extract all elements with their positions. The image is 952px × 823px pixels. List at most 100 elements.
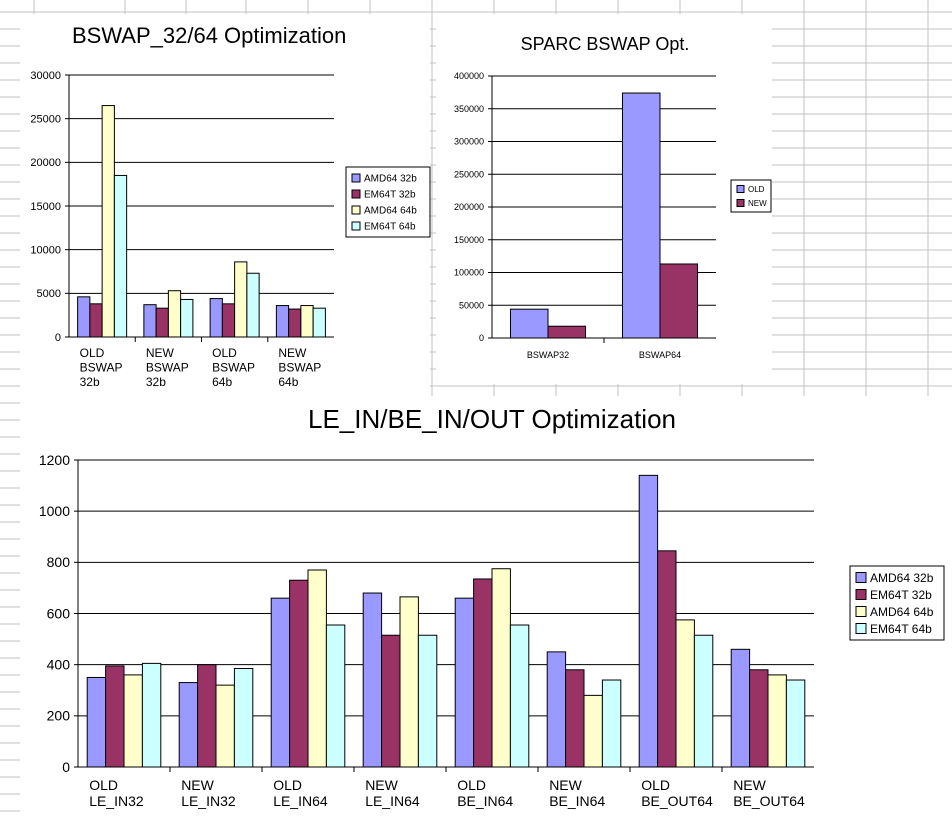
bar[interactable] [307, 569, 327, 768]
y-tick-label: 5000 [37, 288, 61, 300]
x-tick-label: NEW BE_OUT64 [733, 777, 805, 809]
bar[interactable] [312, 307, 326, 338]
y-tick-label: 25000 [30, 114, 61, 126]
bar[interactable] [417, 634, 438, 768]
bar[interactable] [123, 674, 143, 768]
x-tick-label: BSWAP32 [527, 350, 569, 360]
bar[interactable] [675, 619, 695, 768]
bar[interactable] [289, 579, 309, 768]
bar[interactable] [491, 568, 511, 768]
bar[interactable] [509, 624, 530, 768]
bar[interactable] [565, 669, 585, 768]
bar[interactable] [454, 597, 475, 768]
chart-title: SPARC BSWAP Opt. [521, 34, 690, 54]
y-tick-label: 350000 [454, 104, 484, 114]
legend-entry: EM64T 64b [364, 222, 416, 233]
legend-swatch [736, 185, 745, 193]
y-tick-label: 0 [55, 332, 61, 344]
legend-entry: AMD64 32b [364, 174, 417, 185]
legend-swatch [855, 623, 867, 634]
bar[interactable] [381, 634, 401, 768]
bar[interactable] [749, 669, 769, 768]
x-tick-label: NEW LE_IN64 [365, 777, 420, 809]
bar[interactable] [767, 674, 787, 768]
y-tick-label: 10000 [30, 245, 61, 257]
y-tick-label: 200000 [454, 202, 484, 212]
legend-swatch [351, 221, 361, 231]
legend-swatch [855, 572, 867, 583]
legend-entry: EM64T 32b [364, 190, 416, 201]
y-tick-label: 800 [47, 554, 71, 570]
legend-swatch [351, 189, 361, 199]
bar[interactable] [659, 263, 699, 339]
y-tick-label: 20000 [30, 157, 61, 169]
bar[interactable] [693, 634, 714, 768]
bar[interactable] [246, 272, 260, 338]
bar[interactable] [362, 592, 383, 768]
x-tick-label: NEW LE_IN32 [181, 777, 236, 809]
y-tick-label: 150000 [454, 235, 484, 245]
bar[interactable] [785, 679, 806, 768]
bar[interactable] [399, 596, 419, 768]
y-tick-label: 400 [47, 657, 71, 673]
legend-entry: NEW [748, 199, 767, 208]
chart-title: LE_IN/BE_IN/OUT Optimization [308, 404, 676, 434]
bar[interactable] [473, 578, 493, 768]
legend-entry: OLD [748, 185, 765, 194]
y-tick-label: 250000 [454, 169, 484, 179]
bar[interactable] [325, 624, 346, 768]
bar[interactable] [178, 682, 199, 768]
bar[interactable] [621, 92, 661, 339]
legend-swatch [855, 589, 867, 600]
y-tick-label: 1000 [39, 503, 70, 519]
legend-entry: EM64T 64b [870, 622, 932, 636]
bar[interactable] [657, 550, 677, 768]
y-tick-label: 300000 [454, 137, 484, 147]
legend-entry: EM64T 32b [870, 588, 932, 602]
y-tick-label: 200 [47, 708, 71, 724]
bar[interactable] [638, 474, 659, 768]
y-tick-label: 0 [62, 759, 70, 775]
bar[interactable] [546, 651, 567, 768]
y-tick-label: 30000 [30, 70, 61, 82]
x-tick-label: OLD BE_OUT64 [641, 777, 713, 809]
x-tick-label: OLD BSWAP 64b [212, 346, 255, 389]
bar[interactable] [509, 308, 549, 339]
x-tick-label: OLD LE_IN32 [89, 777, 144, 809]
bar[interactable] [547, 325, 587, 339]
x-tick-label: OLD BE_IN64 [457, 777, 513, 809]
bar[interactable] [86, 676, 107, 768]
bar[interactable] [233, 668, 254, 768]
x-tick-label: NEW BSWAP 32b [146, 346, 189, 389]
legend-swatch [736, 199, 745, 207]
legend-swatch [351, 205, 361, 215]
bar[interactable] [583, 694, 603, 768]
bar[interactable] [141, 662, 162, 768]
bar[interactable] [180, 298, 194, 338]
bar[interactable] [215, 684, 235, 768]
x-tick-label: OLD LE_IN64 [273, 777, 328, 809]
legend-entry: AMD64 32b [870, 571, 934, 585]
legend-entry: AMD64 64b [870, 605, 934, 619]
x-tick-label: BSWAP64 [639, 350, 681, 360]
y-tick-label: 1200 [39, 452, 70, 468]
bar[interactable] [601, 679, 622, 768]
y-tick-label: 100000 [454, 268, 484, 278]
bar[interactable] [113, 174, 128, 338]
bar[interactable] [105, 665, 125, 768]
chart-title: BSWAP_32/64 Optimization [72, 23, 346, 48]
legend-swatch [855, 606, 867, 617]
y-tick-label: 600 [47, 605, 71, 621]
bar[interactable] [270, 597, 291, 768]
legend-swatch [351, 173, 361, 183]
x-tick-label: OLD BSWAP 32b [80, 346, 123, 389]
bar[interactable] [197, 664, 217, 768]
y-tick-label: 0 [479, 333, 484, 343]
x-tick-label: NEW BSWAP 64b [278, 346, 321, 389]
bar[interactable] [730, 648, 751, 768]
x-tick-label: NEW BE_IN64 [549, 777, 605, 809]
